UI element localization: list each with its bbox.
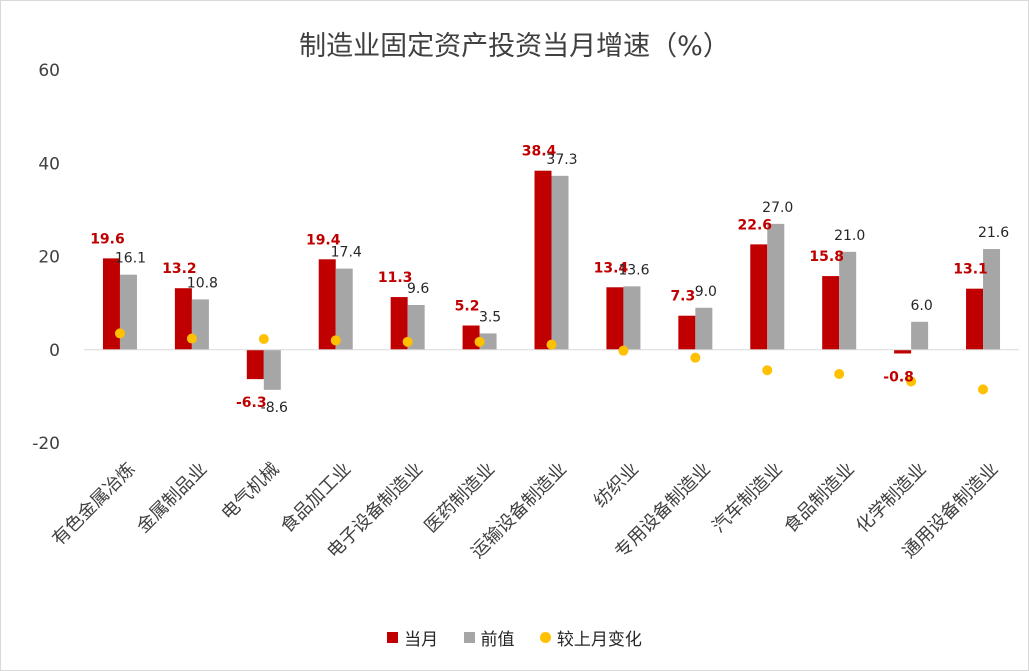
x-category-label: 汽车制造业 (708, 459, 786, 537)
bar-current (390, 297, 408, 350)
y-axis: 60 40 20 0 -20 (32, 61, 60, 454)
data-label-previous: -8.6 (261, 400, 288, 416)
data-label-previous: 10.8 (187, 275, 218, 291)
legend-item-change[interactable]: 较上月变化 (539, 625, 642, 650)
x-axis: 有色金属冶炼金属制品业 电气机械食品加工业电子设备制造业医药制造业运输设备制造业纺… (48, 459, 1002, 563)
data-label-current: 15.8 (809, 249, 844, 265)
change-dot (114, 328, 125, 339)
data-label-previous: 21.6 (978, 225, 1009, 241)
x-category-label: 化学制造业 (852, 459, 930, 537)
legend-label-previous: 前值 (480, 630, 515, 650)
data-label-previous: 17.4 (331, 245, 362, 261)
change-dot (546, 339, 557, 350)
data-label-previous: 27.0 (762, 200, 793, 216)
bar-current (966, 288, 984, 350)
x-category-label: 金属制品业 (133, 459, 211, 537)
legend-label-change: 较上月变化 (556, 630, 642, 650)
scatter-series (114, 328, 989, 395)
data-label-current: 38.4 (522, 144, 557, 160)
data-label-current: -0.8 (883, 369, 914, 385)
bar-current (750, 244, 768, 350)
data-label-previous: 21.0 (834, 228, 865, 244)
bar-previous (911, 321, 929, 350)
y-tick-label: 0 (49, 341, 60, 361)
bar-current (822, 276, 840, 350)
change-dot (186, 333, 197, 344)
change-dot (258, 334, 269, 345)
bar-previous (695, 307, 713, 350)
data-label-current: 22.6 (737, 217, 772, 233)
data-label-previous: 9.6 (407, 281, 429, 297)
bar-current (246, 349, 264, 380)
change-dot (906, 376, 917, 387)
change-dot (474, 336, 485, 347)
data-label-current: 13.2 (162, 261, 197, 277)
bar-current (102, 258, 120, 350)
bar-previous (623, 286, 641, 350)
data-label-previous: 9.0 (695, 284, 717, 300)
legend-swatch-change (539, 632, 551, 643)
bar-previous (551, 175, 569, 350)
bar-previous (479, 333, 497, 350)
bar-current (894, 349, 912, 354)
data-label-current: 7.3 (670, 289, 695, 305)
data-label-previous: 3.5 (479, 309, 501, 325)
x-category-label: 医药制造业 (421, 459, 499, 537)
y-tick-label: -20 (32, 434, 60, 454)
bar-previous (263, 349, 281, 390)
bar-previous (839, 251, 857, 350)
data-label-current: 19.4 (306, 232, 341, 248)
bar-current (318, 259, 336, 350)
change-dot (330, 335, 341, 346)
data-label-current: 13.1 (953, 262, 988, 278)
data-label-previous: 16.1 (115, 251, 146, 267)
x-category-label: 纺织业 (590, 459, 643, 512)
x-category-label: 有色金属冶炼 (48, 459, 139, 550)
data-label-current: 13.4 (594, 260, 629, 276)
bar-previous (983, 249, 1001, 350)
bar-current (678, 315, 696, 350)
chart-title: 制造业固定资产投资当月增速（%） (299, 31, 730, 62)
legend-swatch-previous (463, 632, 475, 643)
change-dot (402, 336, 413, 347)
data-label-previous: 13.6 (618, 262, 649, 278)
data-label-current: 11.3 (378, 270, 413, 286)
bar-previous (119, 274, 137, 350)
legend-swatch-current (387, 632, 399, 643)
y-tick-label: 60 (38, 61, 60, 81)
legend-label-current: 当月 (404, 630, 439, 650)
change-dot (618, 345, 629, 356)
legend-item-current[interactable]: 当月 (387, 625, 438, 650)
legend: 当月 前值 较上月变化 (0, 625, 1029, 650)
y-tick-label: 40 (38, 154, 60, 174)
y-tick-label: 20 (38, 248, 60, 268)
bar-previous (407, 304, 425, 350)
x-category-label: 食品制造业 (780, 459, 858, 537)
bar-previous (767, 223, 785, 350)
bar-previous (335, 268, 353, 350)
x-category-label: 食品加工业 (277, 459, 355, 537)
change-dot (834, 368, 845, 379)
data-label-current: 5.2 (455, 299, 480, 315)
data-label-previous: 6.0 (910, 298, 932, 314)
data-label-current: 19.6 (90, 231, 125, 247)
data-labels: 19.6 16.1 13.210.8 -6.3-8.6 19.417.4 11.39.6 5… (90, 144, 1009, 416)
data-label-previous: 37.3 (546, 152, 577, 168)
legend-item-previous[interactable]: 前值 (463, 625, 515, 650)
bar-current (174, 288, 192, 350)
bar-current (606, 287, 624, 350)
bar-current (534, 170, 552, 350)
x-category-label: 电气机械 (218, 459, 284, 525)
bar-series (102, 170, 1001, 390)
change-dot (762, 365, 773, 376)
data-label-current: -6.3 (236, 395, 267, 411)
change-dot (690, 352, 701, 363)
change-dot (978, 384, 989, 395)
